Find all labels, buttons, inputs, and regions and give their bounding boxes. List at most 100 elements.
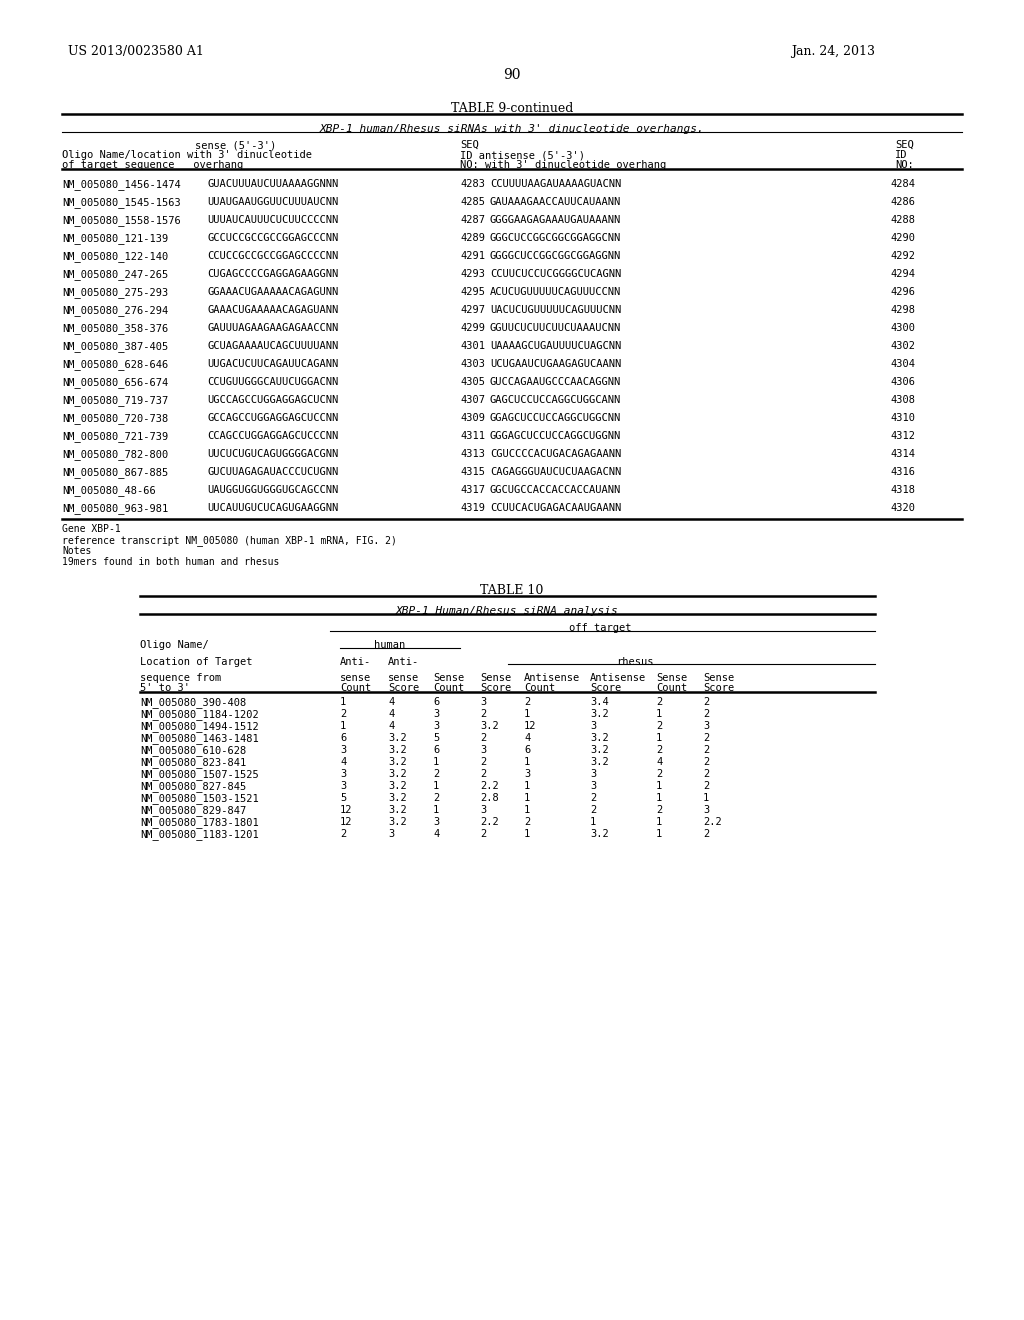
Text: 1: 1 [524, 781, 530, 791]
Text: CCUUCUCCUCGGGGCUCAGNN: CCUUCUCCUCGGGGCUCAGNN [490, 269, 622, 279]
Text: 1: 1 [656, 817, 663, 828]
Text: UGCCAGCCUGGAGGAGCUCNN: UGCCAGCCUGGAGGAGCUCNN [207, 395, 338, 405]
Text: NM_005080_247-265: NM_005080_247-265 [62, 269, 168, 280]
Text: 2: 2 [340, 829, 346, 840]
Text: 3: 3 [340, 744, 346, 755]
Text: UACUCUGUUUUUCAGUUUCNN: UACUCUGUUUUUCAGUUUCNN [490, 305, 622, 315]
Text: NM_005080_121-139: NM_005080_121-139 [62, 234, 168, 244]
Text: CCUUUUAAGAUAAAAGUACNN: CCUUUUAAGAUAAAAGUACNN [490, 180, 622, 189]
Text: 4299: 4299 [460, 323, 485, 333]
Text: sense: sense [340, 673, 372, 682]
Text: 2: 2 [480, 709, 486, 719]
Text: 3: 3 [340, 781, 346, 791]
Text: 1: 1 [656, 793, 663, 803]
Text: US 2013/0023580 A1: US 2013/0023580 A1 [68, 45, 204, 58]
Text: 3: 3 [703, 721, 710, 731]
Text: SEQ: SEQ [460, 140, 479, 150]
Text: of target sequence   overhang: of target sequence overhang [62, 160, 244, 170]
Text: Sense: Sense [433, 673, 464, 682]
Text: Count: Count [340, 682, 372, 693]
Text: 3.2: 3.2 [388, 805, 407, 814]
Text: UUGACUCUUCAGAUUCAGANN: UUGACUCUUCAGAUUCAGANN [207, 359, 338, 370]
Text: 4288: 4288 [890, 215, 915, 224]
Text: 2.2: 2.2 [703, 817, 722, 828]
Text: 4307: 4307 [460, 395, 485, 405]
Text: 3: 3 [340, 770, 346, 779]
Text: Count: Count [524, 682, 555, 693]
Text: 2: 2 [703, 744, 710, 755]
Text: Anti-: Anti- [340, 657, 372, 667]
Text: 4303: 4303 [460, 359, 485, 370]
Text: NM_005080_610-628: NM_005080_610-628 [140, 744, 246, 756]
Text: 4310: 4310 [890, 413, 915, 422]
Text: 2: 2 [703, 829, 710, 840]
Text: SEQ: SEQ [895, 140, 913, 150]
Text: 3.2: 3.2 [480, 721, 499, 731]
Text: GGGGCUCCGGCGGCGGAGGNN: GGGGCUCCGGCGGCGGAGGNN [490, 251, 622, 261]
Text: GCUAGAAAAUCAGCUUUUANN: GCUAGAAAAUCAGCUUUUANN [207, 341, 338, 351]
Text: 3: 3 [590, 781, 596, 791]
Text: 3.4: 3.4 [590, 697, 608, 708]
Text: 2: 2 [524, 697, 530, 708]
Text: Antisense: Antisense [524, 673, 581, 682]
Text: Antisense: Antisense [590, 673, 646, 682]
Text: Gene XBP-1: Gene XBP-1 [62, 524, 121, 535]
Text: NM_005080_1545-1563: NM_005080_1545-1563 [62, 197, 181, 209]
Text: 4295: 4295 [460, 286, 485, 297]
Text: 1: 1 [433, 805, 439, 814]
Text: 2: 2 [703, 781, 710, 791]
Text: 3.2: 3.2 [388, 817, 407, 828]
Text: NO: with 3' dinucleotide overhang: NO: with 3' dinucleotide overhang [460, 160, 667, 170]
Text: 5: 5 [433, 733, 439, 743]
Text: 12: 12 [340, 817, 352, 828]
Text: 4308: 4308 [890, 395, 915, 405]
Text: UUAUGAAUGGUUCUUUAUCNN: UUAUGAAUGGUUCUUUAUCNN [207, 197, 338, 207]
Text: Score: Score [703, 682, 734, 693]
Text: 1: 1 [340, 697, 346, 708]
Text: 2: 2 [703, 733, 710, 743]
Text: 3: 3 [433, 709, 439, 719]
Text: off target: off target [568, 623, 631, 634]
Text: 4317: 4317 [460, 484, 485, 495]
Text: GCCUCCGCCGCCGGAGCCCNN: GCCUCCGCCGCCGGAGCCCNN [207, 234, 338, 243]
Text: CUGAGCCCCGAGGAGAAGGNN: CUGAGCCCCGAGGAGAAGGNN [207, 269, 338, 279]
Text: GGGCUCCGGCGGCGGAGGCNN: GGGCUCCGGCGGCGGAGGCNN [490, 234, 622, 243]
Text: Oligo Name/: Oligo Name/ [140, 640, 209, 649]
Text: GGAAACUGAAAAACAGAGUNN: GGAAACUGAAAAACAGAGUNN [207, 286, 338, 297]
Text: 4301: 4301 [460, 341, 485, 351]
Text: 2: 2 [703, 756, 710, 767]
Text: NM_005080_1494-1512: NM_005080_1494-1512 [140, 721, 259, 731]
Text: Sense: Sense [703, 673, 734, 682]
Text: Sense: Sense [656, 673, 687, 682]
Text: UAAAAGCUGAUUUUCUAGCNN: UAAAAGCUGAUUUUCUAGCNN [490, 341, 622, 351]
Text: 2: 2 [590, 805, 596, 814]
Text: sense (5'-3'): sense (5'-3') [195, 140, 276, 150]
Text: 19mers found in both human and rhesus: 19mers found in both human and rhesus [62, 557, 280, 568]
Text: 3.2: 3.2 [590, 733, 608, 743]
Text: GUCUUAGAGAUACCCUCUGNN: GUCUUAGAGAUACCCUCUGNN [207, 467, 338, 477]
Text: Oligo Name/location with 3' dinucleotide: Oligo Name/location with 3' dinucleotide [62, 150, 312, 160]
Text: 3: 3 [480, 697, 486, 708]
Text: 3.2: 3.2 [590, 829, 608, 840]
Text: 2: 2 [703, 770, 710, 779]
Text: 2: 2 [656, 805, 663, 814]
Text: 3.2: 3.2 [388, 733, 407, 743]
Text: GAUUUAGAAGAAGAGAACCNN: GAUUUAGAAGAAGAGAACCNN [207, 323, 338, 333]
Text: NM_005080_829-847: NM_005080_829-847 [140, 805, 246, 816]
Text: 3.2: 3.2 [590, 709, 608, 719]
Text: 1: 1 [656, 733, 663, 743]
Text: NM_005080_1184-1202: NM_005080_1184-1202 [140, 709, 259, 719]
Text: GAAACUGAAAAACAGAGUANN: GAAACUGAAAAACAGAGUANN [207, 305, 338, 315]
Text: NM_005080_719-737: NM_005080_719-737 [62, 395, 168, 407]
Text: NM_005080_1783-1801: NM_005080_1783-1801 [140, 817, 259, 828]
Text: 4297: 4297 [460, 305, 485, 315]
Text: 4319: 4319 [460, 503, 485, 513]
Text: 4298: 4298 [890, 305, 915, 315]
Text: CCAGCCUGGAGGAGCUCCCNN: CCAGCCUGGAGGAGCUCCCNN [207, 432, 338, 441]
Text: UUCUCUGUCAGUGGGGACGNN: UUCUCUGUCAGUGGGGACGNN [207, 449, 338, 459]
Text: 4289: 4289 [460, 234, 485, 243]
Text: CCUUCACUGAGACAAUGAANN: CCUUCACUGAGACAAUGAANN [490, 503, 622, 513]
Text: 1: 1 [524, 756, 530, 767]
Text: 1: 1 [524, 793, 530, 803]
Text: 2.2: 2.2 [480, 781, 499, 791]
